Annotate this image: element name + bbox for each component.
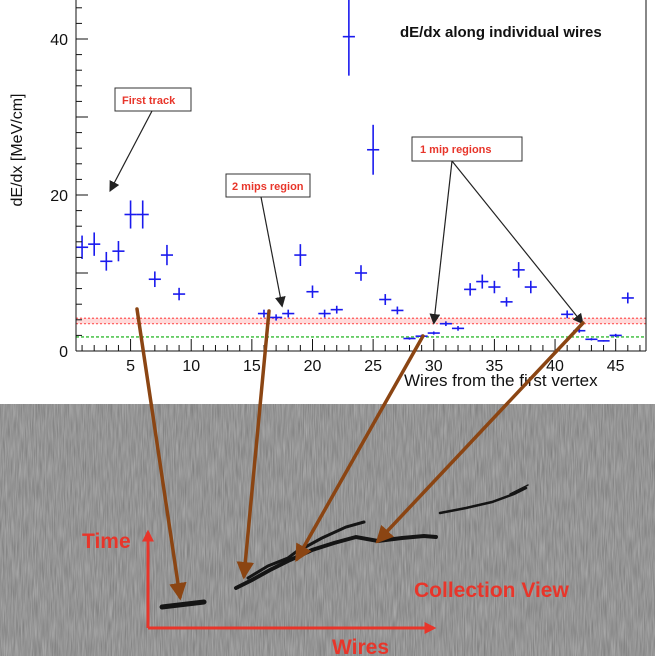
- data-point: [282, 309, 295, 318]
- x-tick-label: 45: [607, 358, 625, 375]
- x-tick-label: 35: [486, 358, 504, 375]
- annotation-arrow: [109, 110, 153, 193]
- data-point: [451, 326, 465, 331]
- y-axis-ticks: 0 20 40: [50, 7, 88, 361]
- annotation-arrow: [451, 160, 584, 325]
- connector-two-mips: [236, 309, 271, 580]
- annotation-one-mip: 1 mip regions: [411, 136, 584, 325]
- data-point: [512, 262, 525, 278]
- data-point: [88, 232, 101, 256]
- connector-one-mip-a: [295, 334, 425, 563]
- data-point: [270, 314, 283, 321]
- data-point: [306, 285, 319, 298]
- chart-title: dE/dx along individual wires: [400, 24, 602, 41]
- band-fill: [76, 318, 646, 324]
- data-point: [464, 283, 477, 296]
- data-point: [597, 340, 610, 342]
- axis-arrows: [142, 529, 437, 634]
- main-track: [234, 533, 438, 590]
- data-point: [160, 244, 174, 266]
- collection-view-label: Collection View: [414, 579, 569, 602]
- data-point: [112, 241, 125, 262]
- plot-background: [0, 0, 655, 404]
- y-tick-label: 0: [59, 344, 68, 361]
- data-point: [524, 280, 537, 294]
- data-point: [500, 297, 513, 307]
- data-point: [609, 333, 622, 337]
- data-point: [318, 309, 331, 318]
- connector-one-mip-b: [375, 321, 585, 544]
- data-point: [148, 271, 161, 288]
- data-point: [100, 251, 113, 271]
- annotation-text: 2 mips region: [232, 181, 304, 193]
- connector-arrows: [135, 307, 585, 601]
- y-tick-label: 20: [50, 188, 68, 205]
- annotation-first-track: First track: [109, 87, 192, 193]
- y-axis-label: dE/dx [MeV/cm]: [9, 94, 26, 207]
- x-tick-label: 25: [364, 358, 382, 375]
- y-tick-label: 40: [50, 32, 68, 49]
- particle-tracks: [159, 484, 529, 610]
- connector-first-track: [135, 307, 187, 601]
- data-point: [621, 292, 634, 304]
- annotation-arrow: [429, 160, 453, 325]
- annotation-two-mips: 2 mips region: [225, 173, 311, 308]
- reference-bands: [76, 317, 646, 338]
- data-point: [136, 200, 149, 229]
- annotation-text: 1 mip regions: [420, 144, 492, 156]
- x-tick-label: 15: [243, 358, 261, 375]
- annotation-box: [225, 173, 311, 198]
- x-axis-ticks: 5 10 15 20 25 30 35 40 45: [81, 339, 641, 375]
- data-point: [76, 235, 89, 259]
- x-tick-label: 20: [304, 358, 322, 375]
- detector-noise: [0, 404, 655, 656]
- data-point: [379, 294, 392, 305]
- branch-track: [246, 547, 302, 580]
- data-point: [561, 310, 574, 319]
- x-tick-label: 5: [126, 358, 135, 375]
- data-point: [476, 274, 489, 289]
- data-point: [585, 338, 598, 341]
- x-tick-label: 40: [546, 358, 564, 375]
- small-segment: [509, 484, 529, 495]
- data-point: [427, 331, 440, 335]
- far-track: [438, 486, 528, 515]
- data-point: [391, 306, 404, 315]
- x-tick-label: 30: [425, 358, 443, 375]
- data-point: [403, 337, 416, 340]
- data-point: [367, 124, 380, 175]
- data-point: [488, 280, 501, 294]
- event-display: Time Collection View Wires: [0, 404, 655, 656]
- data-point: [342, 0, 355, 76]
- data-point: [173, 287, 186, 301]
- data-points: [76, 0, 634, 342]
- annotation-box: [114, 87, 192, 112]
- data-point: [354, 265, 368, 281]
- data-point: [330, 305, 343, 314]
- x-axis-label: Wires from the first vertex: [404, 371, 598, 390]
- first-track: [159, 599, 207, 610]
- annotation-arrow: [260, 196, 286, 308]
- x-tick-label: 10: [182, 358, 200, 375]
- annotation-text: First track: [122, 95, 176, 107]
- wires-label: Wires: [332, 636, 389, 656]
- data-point: [124, 200, 137, 229]
- annotation-box: [411, 136, 523, 162]
- data-point: [439, 321, 452, 327]
- data-point: [294, 244, 307, 266]
- dedx-chart: 5 10 15 20 25 30 35 40 45 0 20 40 dE/dx along indi…: [0, 0, 655, 404]
- time-label: Time: [82, 530, 131, 553]
